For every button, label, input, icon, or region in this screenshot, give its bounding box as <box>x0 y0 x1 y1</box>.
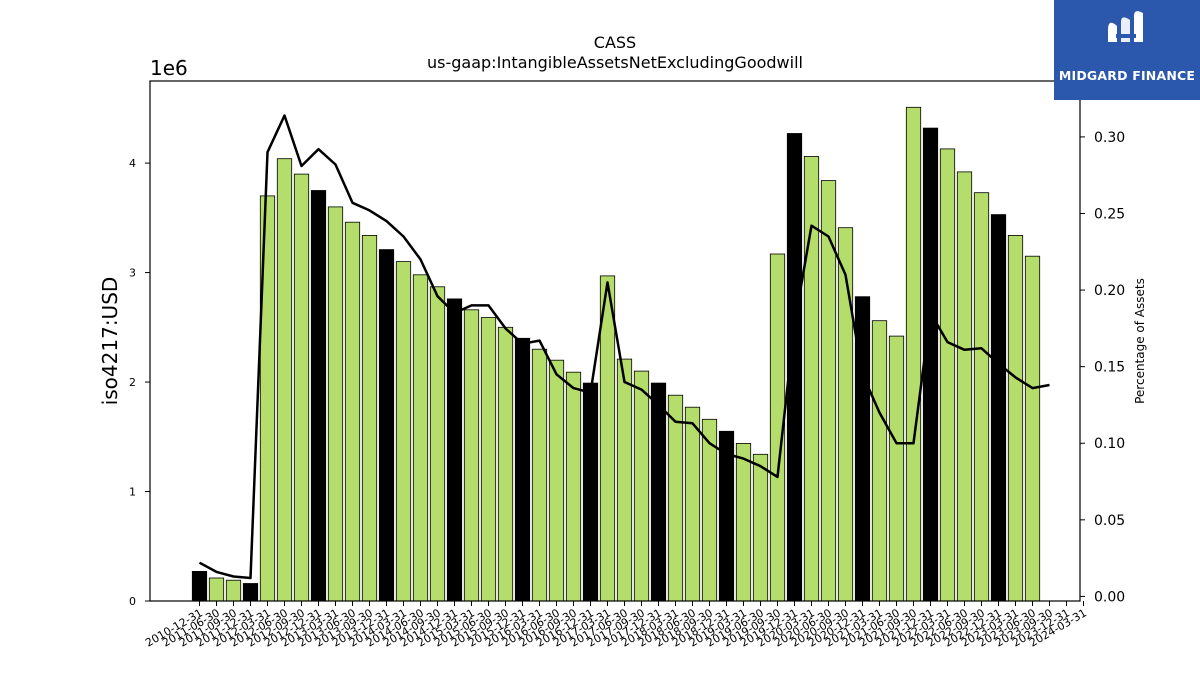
y-tick-label-1: 1 <box>129 486 136 499</box>
bar-38 <box>837 227 854 602</box>
bar-29 <box>684 406 701 602</box>
bar-43 <box>922 127 939 602</box>
y2-axis-label: Percentage of Assets <box>1133 278 1147 404</box>
bar-13 <box>412 274 429 602</box>
bar-42 <box>905 106 922 602</box>
bar-32 <box>735 442 752 602</box>
midgard-logo-icon <box>1108 11 1143 42</box>
y-tick-label-2: 2 <box>129 376 136 389</box>
bar-41 <box>888 335 905 602</box>
bar-18 <box>497 326 514 602</box>
bar-47 <box>990 214 1007 602</box>
bar-27 <box>650 382 667 602</box>
bar-40 <box>871 320 888 602</box>
bar-2 <box>225 579 242 602</box>
y-tick-label-4: 4 <box>129 157 136 170</box>
y2-tick-label-6: 0.30 <box>1094 130 1125 146</box>
bar-28 <box>667 394 684 602</box>
bar-series <box>191 106 1041 602</box>
brand-name: MIDGARD FINANCE <box>1058 68 1196 83</box>
bar-24 <box>599 275 616 602</box>
y2-tick-label-5: 0.25 <box>1094 206 1125 222</box>
plot-frame <box>149 80 1081 602</box>
bar-17 <box>480 317 497 602</box>
bar-20 <box>531 348 548 602</box>
bar-31 <box>718 430 735 602</box>
bar-0 <box>191 571 208 602</box>
bar-49 <box>1024 255 1041 602</box>
y2-tick-label-2: 0.10 <box>1094 436 1125 452</box>
percentage-line <box>198 114 1050 580</box>
bar-23 <box>582 382 599 602</box>
bar-33 <box>752 453 769 602</box>
bar-26 <box>633 370 650 602</box>
bar-37 <box>820 180 837 602</box>
y2-tick-label-1: 0.05 <box>1094 513 1125 529</box>
bar-36 <box>803 156 820 602</box>
bar-19 <box>514 337 531 602</box>
bar-44 <box>939 148 956 602</box>
bar-8 <box>327 206 344 602</box>
bar-25 <box>616 358 633 602</box>
y2-tick-label-0: 0.00 <box>1094 589 1125 605</box>
y-axis-label: iso4217:USD <box>98 277 122 406</box>
y-multiplier-label: 1e6 <box>150 56 188 80</box>
bar-6 <box>293 173 310 602</box>
bar-3 <box>242 583 259 602</box>
bar-7 <box>310 190 327 602</box>
bar-22 <box>565 371 582 602</box>
bar-1 <box>208 577 225 602</box>
brand-logo: MIDGARD FINANCE <box>1054 0 1200 100</box>
y2-tick-label-3: 0.15 <box>1094 360 1125 376</box>
line-series <box>198 114 1050 580</box>
axes: 012340.000.050.100.150.200.250.302010-12… <box>129 80 1125 650</box>
bar-12 <box>395 261 412 602</box>
bar-48 <box>1007 234 1024 602</box>
y-tick-label-3: 3 <box>129 267 136 280</box>
y2-tick-label-4: 0.20 <box>1094 283 1125 299</box>
bar-21 <box>548 359 565 602</box>
chart-subtitle: us-gaap:IntangibleAssetsNetExcludingGood… <box>427 53 803 72</box>
bar-14 <box>429 286 446 602</box>
bar-45 <box>956 171 973 602</box>
chart-title: CASS <box>594 33 636 52</box>
bar-9 <box>344 221 361 602</box>
y-tick-label-0: 0 <box>129 595 136 608</box>
bar-46 <box>973 192 990 602</box>
bar-5 <box>276 158 293 602</box>
bar-16 <box>463 309 480 602</box>
bar-15 <box>446 298 463 602</box>
bar-11 <box>378 249 395 602</box>
bar-10 <box>361 234 378 602</box>
